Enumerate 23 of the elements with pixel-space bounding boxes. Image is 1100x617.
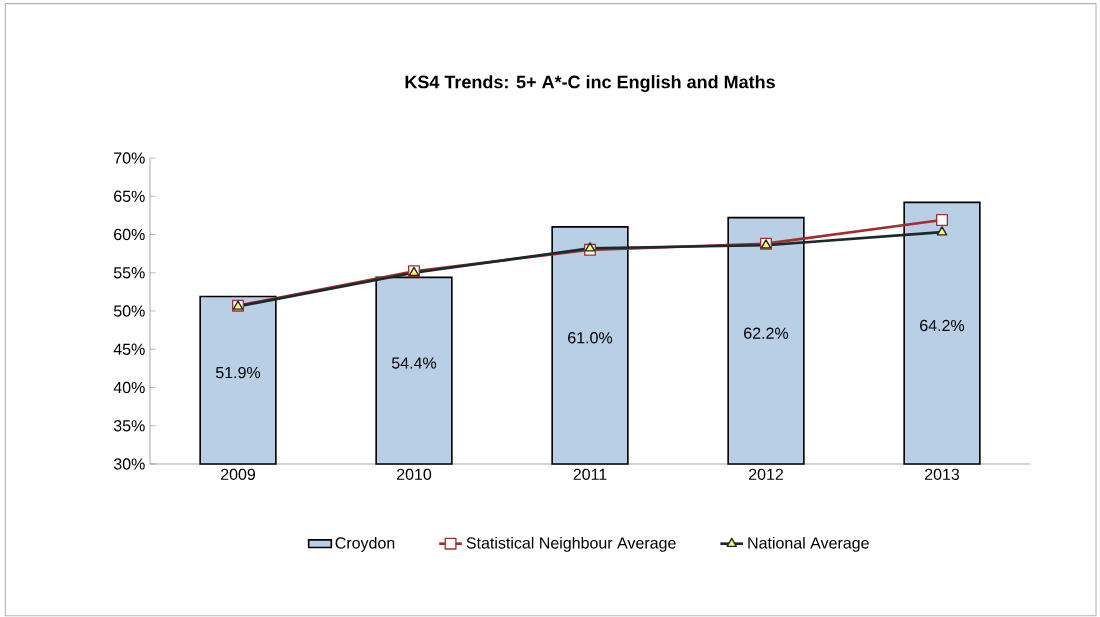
data-label: 54.4% [391,357,437,369]
y-tick-label: 60% [114,228,145,241]
data-label: 61.0% [568,332,613,344]
x-tick-label: 2012 [749,468,783,481]
y-tick-label: 50% [113,305,145,317]
x-tick-label: 2010 [397,468,432,481]
legend-label: Croydon [335,536,395,552]
data-label: 62.2% [744,327,789,339]
y-tick-label: 30% [113,458,145,470]
y-tick-label: 65% [114,190,145,202]
y-tick-label: 70% [114,152,145,164]
y-tick-label: 40% [113,381,145,394]
y-tick-label: 55% [113,267,145,279]
y-tick-label: 45% [113,343,145,355]
x-tick-label: 2013 [925,468,960,481]
data-label: 51.9% [215,366,261,379]
y-tick-label: 35% [113,420,145,432]
legend-label: Statistical Neighbour Average [466,536,676,552]
x-tick-label: 2011 [573,468,607,481]
data-label: 64.2% [920,319,965,332]
x-tick-label: 2009 [221,468,256,481]
chart-title: KS4 Trends: 5+ A*-C inc English and Maths [405,75,775,92]
legend-label: National Average [748,536,869,552]
